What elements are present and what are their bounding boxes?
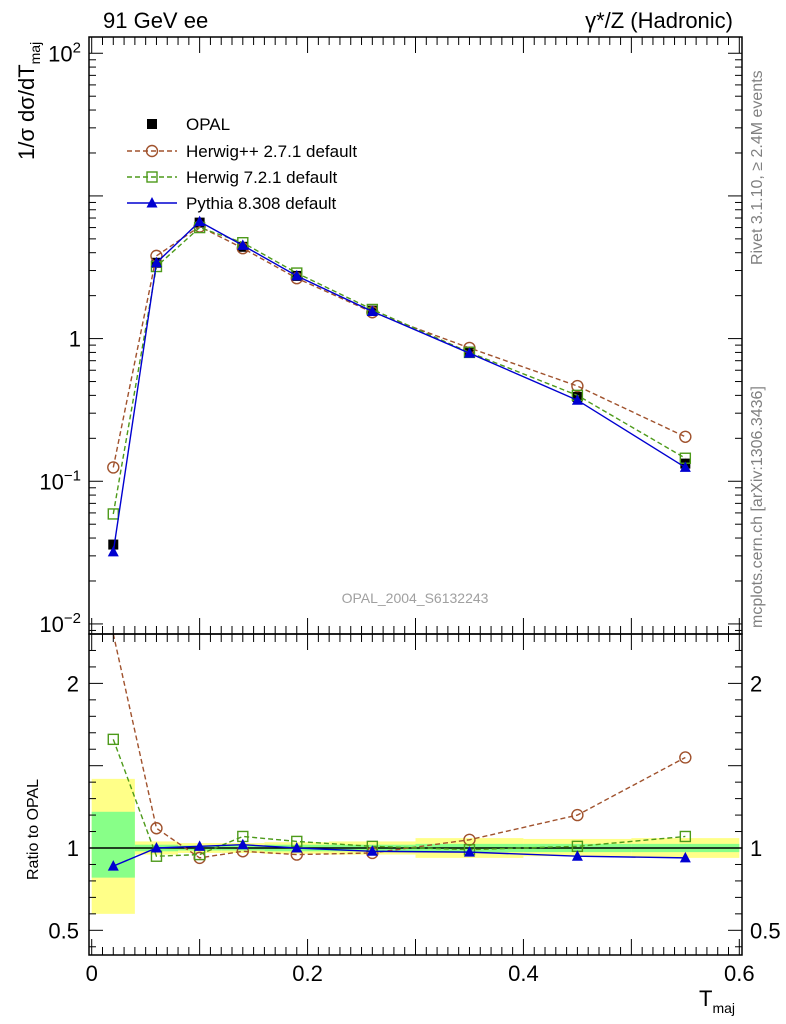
data-point (679, 461, 691, 472)
ratio-data-point (237, 838, 249, 850)
ratio-data-point (194, 840, 206, 851)
title-right: γ*/Z (Hadronic) (585, 8, 733, 33)
main-y-tick-label: 10−2 (39, 610, 81, 637)
ratio-y-tick-label-left: 2 (67, 671, 79, 696)
main-y-tick-label: 10−1 (39, 467, 81, 494)
data-point (150, 256, 162, 268)
ratio-data-point (107, 860, 119, 871)
data-point (108, 539, 119, 550)
mcplots-credit-label: mcplots.cern.ch [arXiv:1306.3436] (749, 386, 766, 628)
data-point (571, 394, 583, 405)
ratio-data-point (107, 733, 119, 746)
legend-marker (145, 144, 159, 158)
ratio-data-point (463, 846, 475, 857)
ratio-series-line (112, 739, 686, 857)
axes-layer: 10−2 1 10−1 102 0.5 0.5 1 1 2 2 0 0.2 0.4 0.6 (39, 36, 781, 986)
x-axis-label: Tmaj (699, 986, 735, 1016)
ratio-data-point (679, 830, 692, 843)
ratio-data-point (571, 808, 584, 822)
title-left: 91 GeV ee (103, 8, 208, 33)
analysis-id-watermark: OPAL_2004_S6132243 (342, 590, 489, 606)
data-point (194, 215, 206, 227)
x-tick-label: 0.4 (508, 961, 539, 986)
data-point (366, 305, 378, 316)
legend-label: Herwig++ 2.7.1 default (186, 142, 357, 161)
x-tick-label: 0.2 (292, 961, 323, 986)
ratio-y-tick-label-right: 1 (750, 836, 762, 861)
ratio-data-point (150, 842, 162, 853)
main-plot-layer (107, 215, 692, 557)
legend-marker (147, 119, 157, 129)
data-point (107, 461, 120, 474)
data-point (291, 269, 303, 281)
legend: OPAL Herwig++ 2.7.1 default Herwig 7.2.1 d… (127, 115, 357, 213)
main-y-tick-label: 102 (48, 39, 81, 66)
ratio-data-point (679, 751, 692, 764)
ratio-data-point (366, 845, 378, 856)
ratio-y-tick-label-left: 0.5 (48, 918, 79, 943)
ratio-series-line (112, 633, 686, 859)
data-point (679, 430, 692, 443)
ratio-y-axis-label: Ratio to OPAL (25, 779, 42, 880)
data-point (571, 379, 584, 393)
ratio-y-tick-label-right: 2 (750, 671, 762, 696)
legend-marker (146, 171, 158, 183)
main-y-axis-label: 1/σ dσ/dTmaj (14, 42, 43, 160)
ratio-data-point (571, 850, 583, 861)
ratio-y-tick-label-right: 0.5 (750, 918, 781, 943)
x-tick-label: 0 (86, 961, 98, 986)
ratio-data-point (150, 822, 163, 835)
legend-label: Herwig 7.2.1 default (186, 168, 337, 187)
legend-label: Pythia 8.308 default (186, 194, 337, 213)
ratio-y-tick-label-left: 1 (67, 836, 79, 861)
legend-label: OPAL (186, 115, 230, 134)
x-tick-label: 0.6 (724, 961, 755, 986)
ratio-data-point (679, 851, 691, 863)
rivet-version-label: Rivet 3.1.10, ≥ 2.4M events (749, 70, 766, 265)
ratio-data-point (463, 833, 476, 846)
data-point (237, 239, 249, 250)
data-point (107, 545, 119, 557)
main-y-tick-label: 1 (69, 327, 81, 352)
legend-marker (146, 197, 158, 208)
ratio-plot-layer (89, 633, 742, 871)
ratio-data-point (291, 842, 303, 853)
data-point (463, 347, 475, 358)
